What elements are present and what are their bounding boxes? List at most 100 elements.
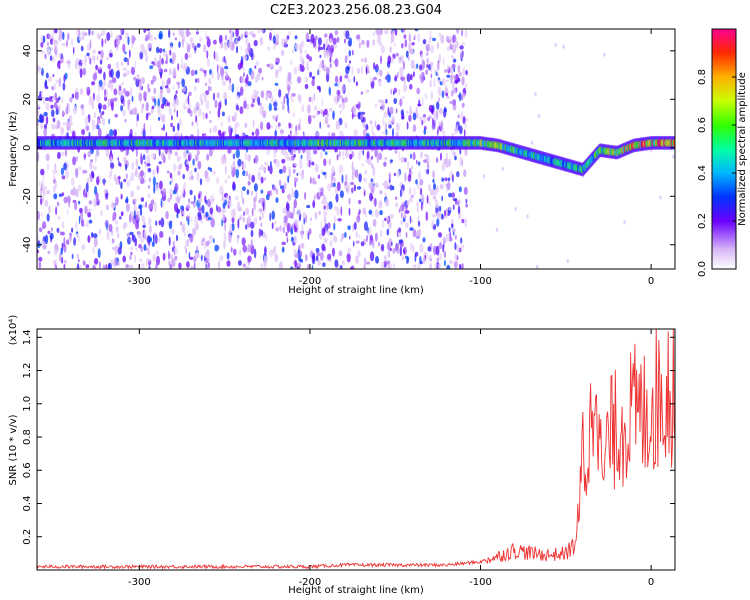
noise-blob <box>130 236 133 243</box>
noise-blob <box>382 131 387 135</box>
noise-blob <box>164 85 169 89</box>
noise-blob <box>156 60 160 68</box>
noise-blob <box>291 236 294 243</box>
noise-blob <box>200 254 203 261</box>
noise-blob <box>181 78 185 88</box>
noise-blob <box>212 126 217 133</box>
noise-blob <box>290 266 294 269</box>
noise-blob <box>133 210 136 220</box>
noise-blob <box>442 244 445 253</box>
noise-blob <box>43 111 48 117</box>
noise-blob <box>161 127 165 131</box>
noise-blob <box>534 92 537 97</box>
noise-blob <box>460 237 463 244</box>
noise-blob <box>249 31 254 36</box>
noise-blob <box>190 201 195 205</box>
noise-blob <box>331 247 336 257</box>
noise-blob <box>250 221 255 229</box>
noise-blob <box>43 128 48 137</box>
noise-blob <box>47 48 51 54</box>
noise-blob <box>344 96 348 103</box>
noise-blob <box>143 178 146 184</box>
noise-blob <box>514 207 517 211</box>
noise-blob <box>405 231 408 239</box>
noise-blob <box>245 207 250 216</box>
noise-blob <box>461 218 465 224</box>
noise-blob <box>420 75 424 84</box>
noise-blob <box>362 177 368 183</box>
noise-blob <box>119 216 122 220</box>
noise-blob <box>287 86 290 96</box>
noise-blob <box>88 200 93 205</box>
noise-blob <box>345 174 348 183</box>
noise-blob <box>344 231 347 238</box>
noise-blob <box>219 255 224 262</box>
noise-blob <box>425 211 429 222</box>
noise-blob <box>253 183 258 192</box>
noise-blob <box>260 164 264 171</box>
noise-blob <box>258 167 261 171</box>
spectrogram-y-label: Frequency (Hz) <box>8 111 19 187</box>
noise-blob <box>71 38 74 46</box>
noise-blob <box>188 252 191 259</box>
spectrogram-frame <box>36 28 676 270</box>
snr-x-label: Height of straight line (km) <box>288 585 424 596</box>
noise-blob <box>206 38 211 48</box>
noise-blob <box>61 221 65 229</box>
noise-blob <box>393 87 398 94</box>
noise-blob <box>429 61 434 67</box>
noise-blob <box>434 212 437 217</box>
noise-blob <box>37 249 40 254</box>
noise-blob <box>603 52 606 57</box>
noise-blob <box>139 207 143 216</box>
noise-blob <box>208 216 212 221</box>
noise-blob <box>388 181 392 187</box>
noise-blob <box>99 261 101 269</box>
noise-blob <box>138 80 142 91</box>
noise-blob <box>457 77 461 83</box>
noise-blob <box>442 78 446 86</box>
noise-blob <box>37 119 43 123</box>
noise-blob <box>352 241 355 247</box>
noise-blob <box>410 48 414 55</box>
noise-blob <box>417 32 421 43</box>
noise-blob <box>111 202 114 208</box>
noise-blob <box>235 104 240 111</box>
noise-blob <box>269 249 274 258</box>
noise-blob <box>194 70 198 75</box>
noise-blob <box>238 249 242 257</box>
noise-blob <box>462 116 466 125</box>
noise-blob <box>353 105 357 115</box>
noise-blob <box>440 152 442 161</box>
noise-blob <box>422 39 427 45</box>
noise-blob <box>148 203 153 210</box>
noise-blob <box>162 96 167 106</box>
noise-blob <box>203 44 207 53</box>
noise-blob <box>40 124 44 129</box>
noise-blob <box>274 253 279 263</box>
noise-blob <box>164 60 168 65</box>
noise-blob <box>240 46 243 51</box>
noise-blob <box>101 117 106 126</box>
noise-blob <box>239 106 244 115</box>
noise-blob <box>347 225 351 230</box>
noise-blob <box>75 58 80 64</box>
noise-blob <box>423 128 427 135</box>
noise-blob <box>436 218 440 227</box>
noise-blob <box>53 244 58 248</box>
noise-blob <box>221 57 224 63</box>
noise-blob <box>188 198 191 204</box>
noise-blob <box>142 128 146 139</box>
noise-blob <box>329 107 333 112</box>
noise-blob <box>323 215 327 225</box>
noise-blob <box>83 32 88 36</box>
noise-blob <box>196 43 201 48</box>
noise-blob <box>355 255 359 265</box>
noise-blob <box>274 82 279 86</box>
noise-blob <box>58 104 61 114</box>
noise-blob <box>322 43 326 51</box>
noise-blob <box>153 184 156 194</box>
noise-blob <box>435 157 439 163</box>
noise-blob <box>436 101 440 110</box>
noise-blob <box>445 152 448 161</box>
